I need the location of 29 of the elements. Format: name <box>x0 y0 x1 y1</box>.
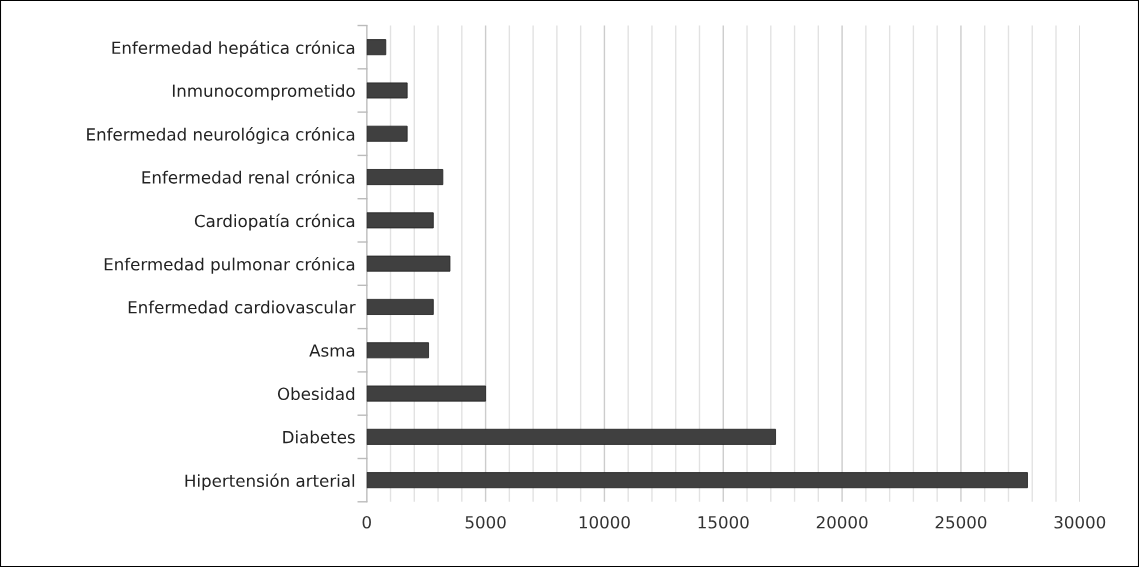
x-tick-label: 20000 <box>816 515 868 529</box>
y-tick-label: Enfermedad cardiovascular <box>128 300 356 314</box>
bar <box>366 428 776 445</box>
bar <box>366 472 1028 489</box>
bar <box>366 82 408 99</box>
y-tick-label: Inmunocomprometido <box>172 84 355 101</box>
x-tick-label: 10000 <box>579 515 630 529</box>
bar <box>366 298 434 315</box>
bar <box>366 342 429 359</box>
bar <box>366 169 444 186</box>
bar <box>366 255 451 272</box>
x-tick-label: 15000 <box>698 515 749 529</box>
x-tick-label: 25000 <box>935 515 987 529</box>
bar <box>366 212 434 229</box>
x-tick-label: 0 <box>362 515 371 529</box>
x-tick-label: 30000 <box>1054 515 1106 529</box>
y-tick-label: Cardiopatía crónica <box>194 213 355 231</box>
y-tick-label: Hipertensión arterial <box>185 473 355 491</box>
y-tick-label: Enfermedad renal crónica <box>142 170 355 184</box>
y-tick-label: Enfermedad pulmonar crónica <box>104 256 355 274</box>
bar <box>366 39 387 56</box>
y-tick-label: Asma <box>309 344 355 357</box>
x-tick-label: 5000 <box>465 515 506 529</box>
y-tick-label: Enfermedad hepática crónica <box>112 40 355 58</box>
bar <box>366 125 408 142</box>
y-tick-label: Diabetes <box>283 430 355 444</box>
y-tick-label: Enfermedad neurológica crónica <box>87 127 355 144</box>
bar <box>366 385 487 402</box>
y-tick-label: Obesidad <box>277 387 355 401</box>
